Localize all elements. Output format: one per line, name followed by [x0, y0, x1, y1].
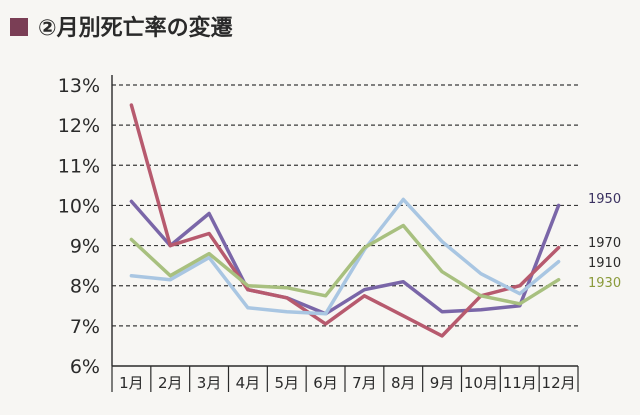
series-line-1970 [129, 103, 561, 338]
y-tick-label: 11% [58, 155, 100, 177]
y-tick-label: 6% [70, 356, 100, 378]
x-tick-label: 9月 [430, 374, 455, 392]
series-labels: 1950 1970 1910 1930 [588, 192, 621, 291]
heading-square [10, 18, 28, 36]
x-tick-label: 8月 [391, 374, 416, 392]
series-line-1930 [129, 223, 561, 306]
y-tick-label: 8% [70, 276, 100, 298]
series-line-1950 [129, 199, 561, 316]
chart-title: ②月別死亡率の変遷 [38, 15, 233, 41]
series-label-1970: 1970 [588, 236, 621, 251]
x-tick-label: 10月 [464, 374, 498, 392]
grid [112, 84, 578, 327]
x-tick-label: 4月 [236, 374, 261, 392]
series-line-1910 [129, 197, 561, 316]
y-tick-label: 7% [70, 316, 100, 338]
y-tick-label: 10% [58, 195, 100, 217]
axes: 6% 7% 8% 9% 10% 11% 12% 13% 1月 2月 3月 4月 5月 6月 7月 8月 9月 10… [58, 75, 579, 392]
x-tick-label: 7月 [352, 374, 377, 392]
x-tick-label: 5月 [274, 374, 299, 392]
series-lines [129, 103, 561, 338]
series-label-1930: 1930 [588, 276, 621, 291]
series-label-1950: 1950 [588, 192, 621, 207]
x-tick-label: 6月 [313, 374, 338, 392]
x-tick-label: 12月 [542, 374, 576, 392]
x-tick-label: 3月 [197, 374, 222, 392]
y-tick-label: 13% [58, 75, 100, 97]
series-label-1910: 1910 [588, 256, 621, 271]
x-tick-label: 1月 [119, 374, 144, 392]
y-tick-label: 12% [58, 115, 100, 137]
x-tick-label: 2月 [158, 374, 183, 392]
y-tick-label: 9% [70, 236, 100, 258]
x-tick-label: 11月 [503, 374, 537, 392]
